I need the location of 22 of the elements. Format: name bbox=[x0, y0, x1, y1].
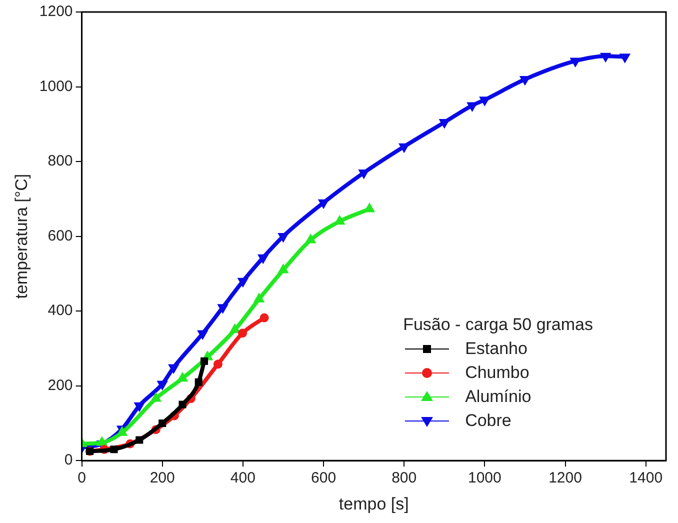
x-tick-label: 600 bbox=[311, 470, 336, 487]
legend-title: Fusão - carga 50 gramas bbox=[403, 315, 593, 335]
y-tick-label: 1200 bbox=[39, 3, 73, 20]
legend-label: Alumínio bbox=[465, 387, 532, 407]
y-tick-label: 200 bbox=[48, 376, 73, 394]
x-tick-label: 200 bbox=[150, 470, 175, 487]
y-tick-label: 0 bbox=[64, 452, 73, 469]
legend-label: Cobre bbox=[465, 411, 512, 431]
x-tick-label: 0 bbox=[78, 470, 86, 487]
x-tick-label: 1200 bbox=[548, 470, 582, 487]
x-tick-label: 1400 bbox=[629, 470, 663, 487]
y-tick-label: 600 bbox=[48, 227, 73, 244]
y-tick-label: 800 bbox=[48, 152, 73, 170]
x-tick-label: 400 bbox=[230, 470, 256, 487]
y-tick-label: 1000 bbox=[39, 78, 73, 95]
y-tick-label: 400 bbox=[48, 302, 73, 320]
x-tick-label: 1000 bbox=[468, 470, 502, 487]
y-axis-title: temperatura [°C] bbox=[12, 174, 31, 299]
legend-label: Chumbo bbox=[465, 363, 530, 383]
x-tick-label: 800 bbox=[392, 470, 417, 487]
legend-label: Estanho bbox=[465, 339, 528, 359]
x-axis-title: tempo [s] bbox=[338, 494, 409, 514]
